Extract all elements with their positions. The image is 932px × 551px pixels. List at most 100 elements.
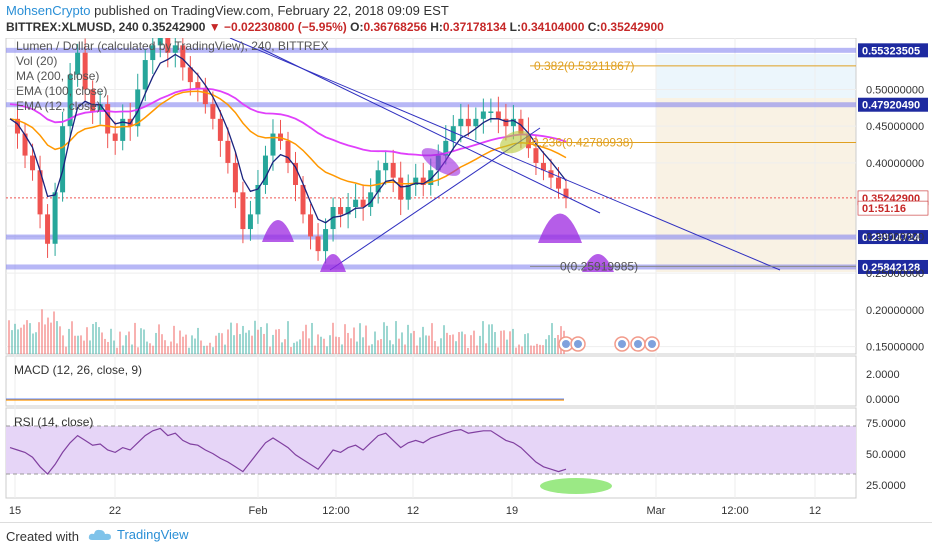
volume-bar — [179, 330, 181, 354]
candle-body — [172, 45, 178, 53]
candle-body — [548, 170, 554, 178]
volume-bar — [515, 347, 517, 354]
support-low-label-bg — [858, 259, 928, 274]
volume-bar — [350, 338, 352, 354]
projection-zone-lower — [656, 98, 856, 272]
candle-body — [405, 184, 411, 200]
volume-bar — [380, 339, 382, 354]
chart-title: Lumen / Dollar (calculated by TradingVie… — [16, 39, 329, 53]
volume-bar — [458, 332, 460, 354]
volume-bar — [275, 329, 277, 354]
x-tick-label: 12:00 — [721, 505, 749, 517]
candle-body — [165, 38, 171, 53]
candle-body — [22, 133, 28, 156]
candle-body — [488, 111, 494, 113]
volume-bar — [176, 343, 178, 354]
candle-body — [323, 229, 329, 252]
y-tick-label: 0.40000000 — [866, 158, 924, 170]
volume-bar — [542, 345, 544, 354]
volume-bar — [62, 335, 64, 354]
support-high-band — [6, 234, 856, 240]
volume-bar — [92, 323, 94, 354]
volume-bar — [98, 327, 100, 354]
volume-bar — [482, 321, 484, 354]
volume-bar — [248, 330, 250, 354]
volume-bar — [227, 329, 229, 354]
candle-body — [67, 74, 73, 127]
x-tick-label: 12:00 — [322, 505, 350, 517]
volume-bar — [269, 346, 271, 354]
candle-body — [308, 214, 314, 237]
rsi-band — [6, 426, 856, 474]
volume-bar — [185, 334, 187, 354]
volume-bar — [68, 328, 70, 354]
publish-line: MohsenCrypto published on TradingView.co… — [6, 3, 449, 18]
resistance-mid-band — [6, 102, 856, 108]
volume-bar — [65, 346, 67, 354]
candle-body — [75, 52, 81, 75]
volume-bar — [293, 342, 295, 354]
tradingview-brand[interactable]: TradingView — [88, 527, 189, 542]
olive-ellipse — [499, 130, 531, 154]
volume-bar — [308, 338, 310, 354]
candle-body — [247, 214, 253, 230]
candle-body — [473, 118, 479, 127]
x-tick-label: 15 — [9, 505, 21, 517]
volume-bar — [257, 329, 259, 354]
support-high-label: 0.29914724 — [858, 230, 928, 245]
brand-text: TradingView — [117, 527, 189, 542]
volume-bar — [416, 345, 418, 354]
volume-bar — [26, 320, 28, 354]
candle-body — [510, 118, 516, 127]
volume-bar — [383, 322, 385, 354]
volume-bar — [32, 333, 34, 354]
volume-bar — [188, 347, 190, 354]
volume-bar — [539, 344, 541, 354]
volume-bar — [287, 321, 289, 354]
volume-bar — [191, 335, 193, 354]
volume-bar — [137, 347, 139, 354]
legend-ema12: EMA (12, close) — [16, 99, 101, 113]
volume-bar — [464, 334, 466, 354]
volume-bar — [272, 334, 274, 354]
candle-body — [315, 236, 321, 252]
volume-bar — [71, 321, 73, 354]
candle-body — [458, 118, 464, 127]
chart-canvas[interactable]: 0.382(0.53211867) 0.236(0.42780938) 0(0.25… — [0, 38, 932, 522]
volume-bar — [143, 329, 145, 354]
volume-bar — [344, 324, 346, 354]
volume-bar — [473, 330, 475, 354]
macd-label: MACD (12, 26, close, 9) — [14, 363, 142, 377]
candle-body — [202, 89, 208, 105]
author-link[interactable]: MohsenCrypto — [6, 3, 91, 18]
volume-bar — [197, 327, 199, 354]
fib-label-0.236: 0.236(0.42780938) — [532, 135, 633, 149]
flag-icon — [630, 336, 646, 352]
candle-body — [37, 170, 43, 215]
volume-bar — [524, 334, 526, 354]
volume-bar — [107, 341, 109, 354]
volume-bar — [77, 335, 79, 354]
volume-bar — [155, 332, 157, 354]
legend-ema100: EMA (100, close) — [16, 84, 107, 98]
volume-bar — [224, 344, 226, 354]
candle-body — [105, 104, 111, 134]
down-triangle-icon: ▼ — [208, 20, 221, 34]
volume-bar — [512, 328, 514, 354]
volume-bar — [278, 329, 280, 354]
resistance-mid-label: 0.47920490 — [858, 97, 928, 112]
volume-bar — [425, 335, 427, 354]
volume-bars — [8, 309, 565, 354]
candle-body — [495, 111, 501, 119]
x-tick-label: Mar — [647, 505, 666, 517]
volume-bar — [437, 346, 439, 354]
volume-bar — [362, 337, 364, 354]
candle-body — [255, 184, 261, 215]
x-tick-label: 19 — [506, 505, 518, 517]
candle-body — [217, 118, 223, 141]
support-high-label-bg — [858, 230, 928, 245]
volume-bar — [320, 336, 322, 354]
volume-bar — [56, 321, 58, 354]
volume-bar — [173, 325, 175, 354]
volume-bar — [536, 343, 538, 354]
